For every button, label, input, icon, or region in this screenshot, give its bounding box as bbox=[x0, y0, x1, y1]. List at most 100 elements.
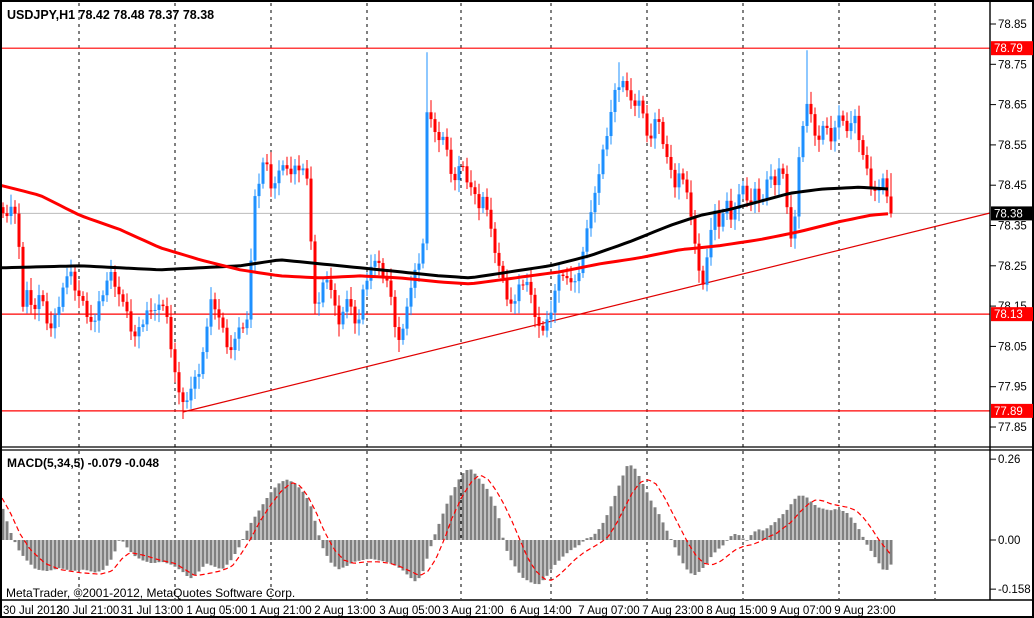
macd-bar bbox=[709, 540, 713, 558]
candle-bear bbox=[297, 165, 301, 171]
macd-bar bbox=[293, 483, 297, 540]
candle-bull bbox=[421, 243, 425, 264]
time-axis-label: 9 Aug 07:00 bbox=[770, 605, 831, 617]
candle-bull bbox=[189, 388, 193, 401]
candle-bull bbox=[557, 274, 561, 291]
time-axis-label: 3 Aug 05:00 bbox=[379, 605, 440, 617]
macd-bar bbox=[665, 530, 669, 540]
candle-bull bbox=[25, 290, 29, 307]
candle-bear bbox=[633, 100, 637, 106]
candle-bear bbox=[885, 178, 889, 197]
macd-bar bbox=[69, 540, 73, 571]
macd-bar bbox=[149, 540, 153, 563]
candle-bear bbox=[217, 309, 221, 318]
macd-bar bbox=[361, 540, 365, 560]
candle-bull bbox=[341, 311, 345, 325]
time-axis-label: 2 Aug 13:00 bbox=[314, 605, 375, 617]
candle-bull bbox=[609, 111, 613, 137]
macd-bar bbox=[413, 540, 417, 582]
candle-bear bbox=[489, 209, 493, 229]
candle-bear bbox=[149, 310, 153, 312]
macd-bar bbox=[277, 483, 281, 540]
candle-bull bbox=[577, 273, 581, 282]
macd-bar bbox=[565, 540, 569, 554]
candle-bull bbox=[245, 319, 249, 329]
macd-bar bbox=[425, 540, 429, 559]
pane-separator-handle[interactable] bbox=[0, 446, 1034, 451]
macd-bar bbox=[441, 513, 445, 540]
candle-bear bbox=[509, 299, 513, 304]
candle-bull bbox=[321, 282, 325, 303]
candle-bear bbox=[829, 127, 833, 142]
candle-bull bbox=[417, 263, 421, 270]
candle-bear bbox=[869, 168, 873, 188]
price-tick-label: 78.05 bbox=[998, 341, 1027, 353]
macd-bar bbox=[125, 540, 129, 548]
macd-bar bbox=[397, 540, 401, 568]
macd-bar bbox=[77, 540, 81, 571]
macd-bar bbox=[597, 529, 601, 540]
macd-pane[interactable] bbox=[1, 465, 893, 585]
price-axis[interactable]: 78.8578.7578.6578.5578.4578.3578.2578.15… bbox=[990, 19, 1033, 596]
candle-bear bbox=[749, 200, 753, 203]
macd-bar bbox=[609, 506, 613, 540]
macd-bar bbox=[657, 514, 661, 540]
candle-bear bbox=[493, 228, 497, 253]
macd-bar bbox=[785, 509, 789, 540]
candle-bear bbox=[313, 241, 317, 304]
candle-bear bbox=[537, 316, 541, 326]
candle-bear bbox=[521, 284, 525, 286]
macd-bar bbox=[557, 540, 561, 561]
candle-bull bbox=[837, 115, 841, 128]
candle-bear bbox=[773, 176, 777, 186]
macd-bar bbox=[545, 540, 549, 576]
macd-bar bbox=[537, 540, 541, 585]
macd-bar bbox=[121, 540, 125, 542]
macd-bar bbox=[585, 538, 589, 540]
candle-bull bbox=[145, 310, 149, 325]
candle-bull bbox=[357, 319, 361, 324]
macd-bar bbox=[453, 487, 457, 540]
candle-bear bbox=[309, 178, 313, 242]
candle-bear bbox=[465, 166, 469, 183]
macd-bar bbox=[13, 540, 17, 543]
time-axis-label: 1 Aug 05:00 bbox=[186, 605, 247, 617]
candle-bull bbox=[741, 185, 745, 195]
macd-bar bbox=[837, 509, 841, 540]
candle-bull bbox=[345, 299, 349, 312]
trendline-segment[interactable] bbox=[182, 212, 991, 413]
macd-bar bbox=[317, 535, 321, 540]
macd-histogram bbox=[1, 465, 893, 585]
candle-bull bbox=[597, 174, 601, 193]
candle-bull bbox=[593, 192, 597, 213]
macd-bar bbox=[569, 540, 573, 551]
macd-bar bbox=[221, 540, 225, 569]
candle-bull bbox=[157, 304, 161, 310]
macd-bar bbox=[405, 540, 409, 575]
macd-bar bbox=[17, 540, 21, 551]
candle-bear bbox=[861, 140, 865, 155]
main-chart-pane[interactable] bbox=[0, 47, 991, 419]
candle-bear bbox=[333, 289, 337, 306]
macd-bar bbox=[253, 516, 257, 540]
candle-bear bbox=[229, 347, 233, 351]
macd-bar bbox=[693, 540, 697, 575]
time-axis-label: 1 Aug 21:00 bbox=[250, 605, 311, 617]
candle-bull bbox=[153, 309, 157, 311]
macd-bar bbox=[849, 517, 853, 540]
macd-bar bbox=[137, 540, 141, 559]
candle-bull bbox=[249, 260, 253, 320]
trendline[interactable] bbox=[182, 212, 991, 413]
macd-bar bbox=[209, 540, 213, 566]
candle-bull bbox=[589, 212, 593, 229]
macd-bar bbox=[349, 540, 353, 564]
macd-bar bbox=[5, 521, 9, 540]
macd-bar bbox=[749, 535, 753, 540]
candle-bear bbox=[45, 301, 49, 324]
candle-bear bbox=[213, 299, 217, 310]
macd-bar bbox=[829, 510, 833, 540]
macd-bar bbox=[729, 536, 733, 540]
candle-bull bbox=[317, 302, 321, 304]
